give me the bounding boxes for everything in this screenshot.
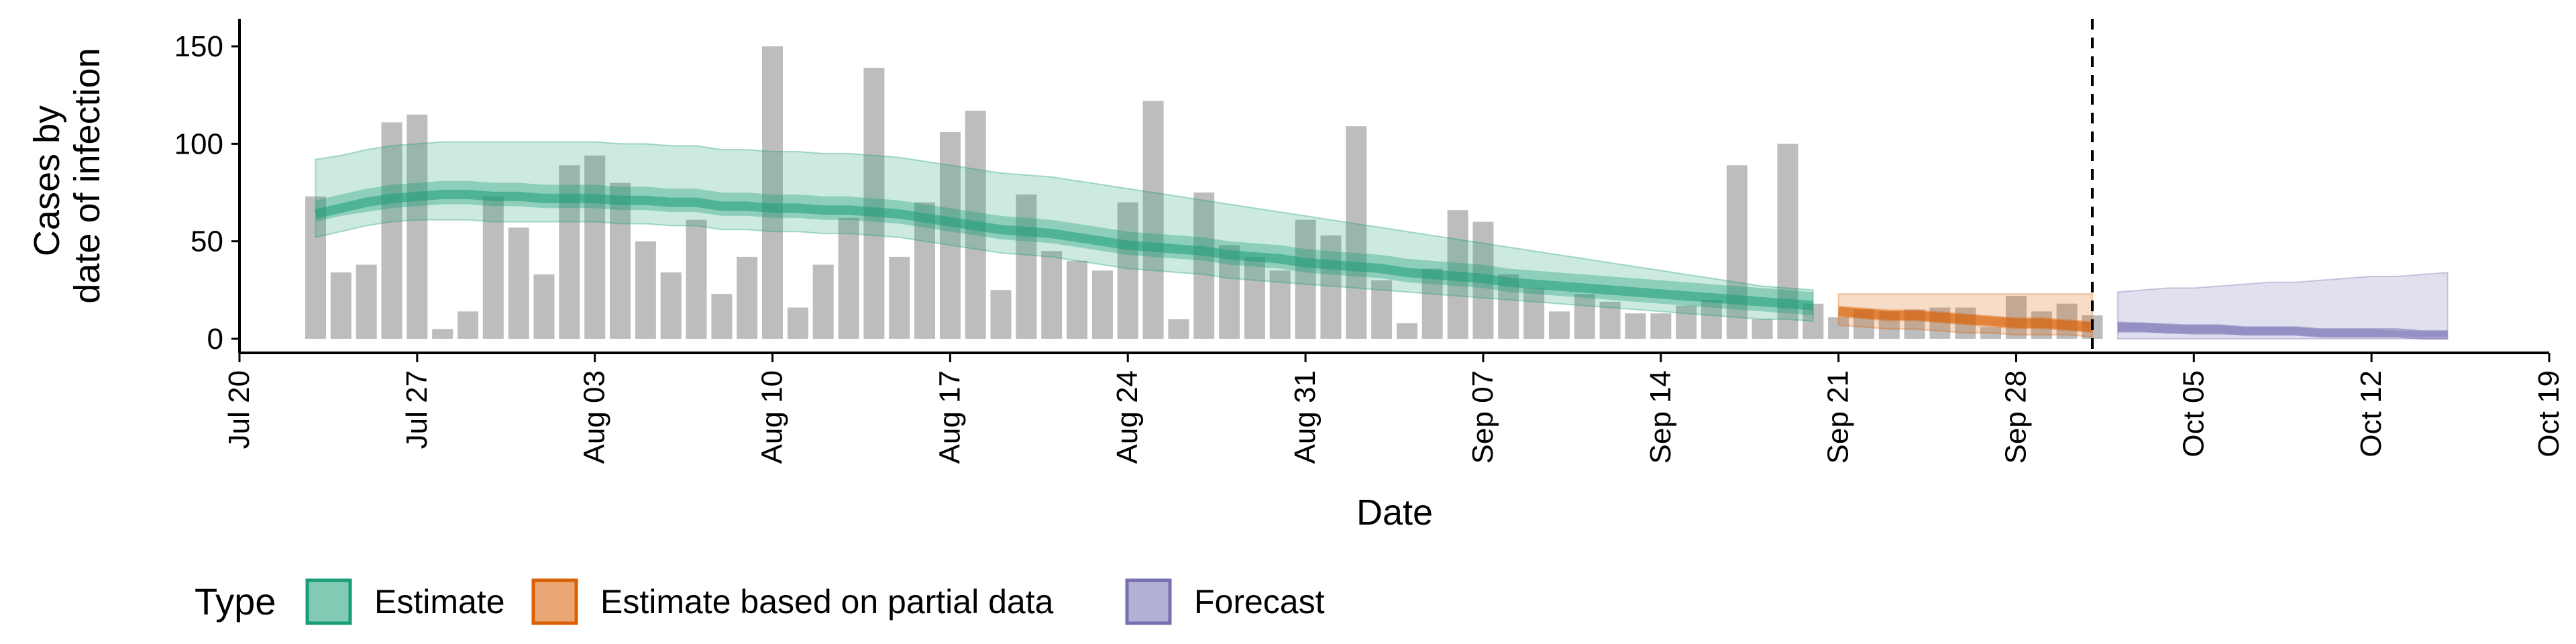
case-bar bbox=[1752, 319, 1773, 339]
estimate-median-line bbox=[314, 189, 1814, 311]
case-bar bbox=[1650, 313, 1672, 339]
case-bar bbox=[635, 241, 656, 339]
case-bar bbox=[1396, 323, 1417, 339]
case-bar bbox=[1168, 319, 1189, 339]
x-tick-label: Oct 05 bbox=[2177, 370, 2210, 458]
case-bar bbox=[1016, 194, 1037, 339]
x-tick-label: Aug 24 bbox=[1111, 370, 1144, 464]
x-tick-label: Jul 27 bbox=[400, 370, 433, 449]
case-bar bbox=[660, 272, 682, 339]
case-bar bbox=[838, 217, 859, 339]
x-tick-label: Sep 14 bbox=[1644, 370, 1677, 464]
case-bar bbox=[1041, 251, 1063, 339]
case-bar bbox=[1523, 288, 1545, 339]
case-bar bbox=[1676, 305, 1697, 339]
case-bar bbox=[1067, 260, 1087, 339]
x-tick-label: Oct 19 bbox=[2532, 370, 2565, 458]
y-tick-label: 0 bbox=[207, 323, 223, 356]
case-bar bbox=[407, 114, 428, 339]
y-axis-title: Cases by date of infection bbox=[27, 48, 107, 303]
x-tick-label: Sep 07 bbox=[1466, 370, 1499, 464]
estimate-based-on-partial-data-legend-label: Estimate based on partial data bbox=[600, 583, 1054, 621]
axes-layer: 0 50 100 150 Jul 20 Jul 27 Aug 03 Aug 10 Aug 17 A… bbox=[174, 19, 2565, 464]
case-bar bbox=[863, 68, 885, 339]
case-bar bbox=[1269, 270, 1291, 339]
case-bar bbox=[1726, 165, 1748, 339]
case-bar bbox=[914, 202, 935, 339]
case-bar bbox=[1346, 126, 1367, 339]
x-tick-label: Sep 28 bbox=[2000, 370, 2033, 464]
y-axis-title-line-2: date of infection bbox=[67, 48, 107, 303]
forecast-legend-key bbox=[1125, 578, 1172, 625]
x-tick-label: Oct 12 bbox=[2355, 370, 2387, 458]
case-bar bbox=[356, 264, 377, 339]
case-bar bbox=[686, 219, 707, 339]
estimate-based-on-partial-data-median-line bbox=[1838, 307, 2093, 332]
case-bar bbox=[1828, 317, 1849, 339]
case-bar bbox=[990, 290, 1012, 339]
y-tick-label: 150 bbox=[174, 30, 223, 63]
legend-title: Type bbox=[195, 580, 276, 623]
case-bar bbox=[330, 272, 352, 339]
case-bar bbox=[432, 329, 453, 339]
case-bar bbox=[458, 311, 478, 339]
case-bar bbox=[1625, 313, 1646, 339]
case-bar bbox=[1219, 245, 1240, 339]
case-bar bbox=[1548, 311, 1570, 339]
case-bar bbox=[1320, 235, 1342, 339]
case-bar bbox=[584, 155, 606, 339]
case-bar bbox=[1701, 299, 1722, 339]
case-bar bbox=[787, 307, 808, 339]
case-bar bbox=[1117, 202, 1138, 339]
case-bar bbox=[381, 122, 402, 339]
x-tick-label: Sep 21 bbox=[1822, 370, 1855, 464]
case-bar bbox=[762, 46, 783, 339]
case-bar bbox=[1599, 301, 1621, 339]
median-lines-layer bbox=[314, 189, 2448, 340]
estimate-based-on-partial-data-legend-key bbox=[531, 578, 578, 625]
case-bar bbox=[737, 256, 758, 339]
case-bar bbox=[1193, 193, 1215, 339]
case-bar bbox=[1421, 268, 1443, 339]
y-axis-title-line-1: Cases by bbox=[27, 105, 67, 256]
estimate-legend-key bbox=[305, 578, 352, 625]
case-bar bbox=[508, 227, 529, 339]
case-bar bbox=[305, 196, 326, 339]
x-axis-title: Date bbox=[1356, 492, 1433, 533]
x-tick-label: Jul 20 bbox=[223, 370, 256, 449]
case-bar bbox=[939, 131, 961, 339]
case-bar bbox=[1371, 280, 1393, 339]
case-bar bbox=[2005, 296, 2027, 339]
x-tick-label: Aug 31 bbox=[1289, 370, 1322, 464]
x-tick-label: Aug 03 bbox=[578, 370, 611, 464]
case-bar bbox=[1980, 327, 2002, 339]
y-tick-label: 100 bbox=[174, 127, 223, 160]
case-bar bbox=[1244, 256, 1265, 339]
estimate-legend-label: Estimate bbox=[374, 583, 505, 621]
estimate-inner-band bbox=[315, 180, 1813, 316]
case-bar bbox=[482, 196, 504, 339]
case-bar bbox=[812, 264, 834, 339]
case-bar bbox=[1142, 101, 1164, 339]
case-bar bbox=[889, 256, 910, 339]
case-bar bbox=[711, 294, 733, 339]
x-tick-label: Aug 10 bbox=[756, 370, 789, 464]
y-tick-label: 50 bbox=[191, 225, 223, 258]
case-bar bbox=[1091, 270, 1113, 339]
case-bar bbox=[1295, 219, 1316, 339]
forecast-legend-label: Forecast bbox=[1194, 583, 1325, 621]
case-bar bbox=[533, 274, 555, 339]
case-bar bbox=[1574, 294, 1595, 339]
forecast-median-line bbox=[2117, 322, 2448, 340]
legend: Type Estimate Estimate based on partial d… bbox=[195, 578, 1325, 625]
x-tick-label: Aug 17 bbox=[933, 370, 966, 464]
case-bar bbox=[610, 182, 631, 339]
